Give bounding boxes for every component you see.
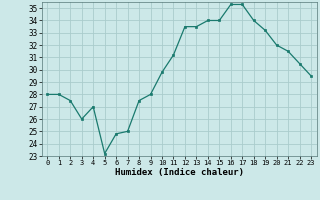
X-axis label: Humidex (Indice chaleur): Humidex (Indice chaleur) bbox=[115, 168, 244, 177]
